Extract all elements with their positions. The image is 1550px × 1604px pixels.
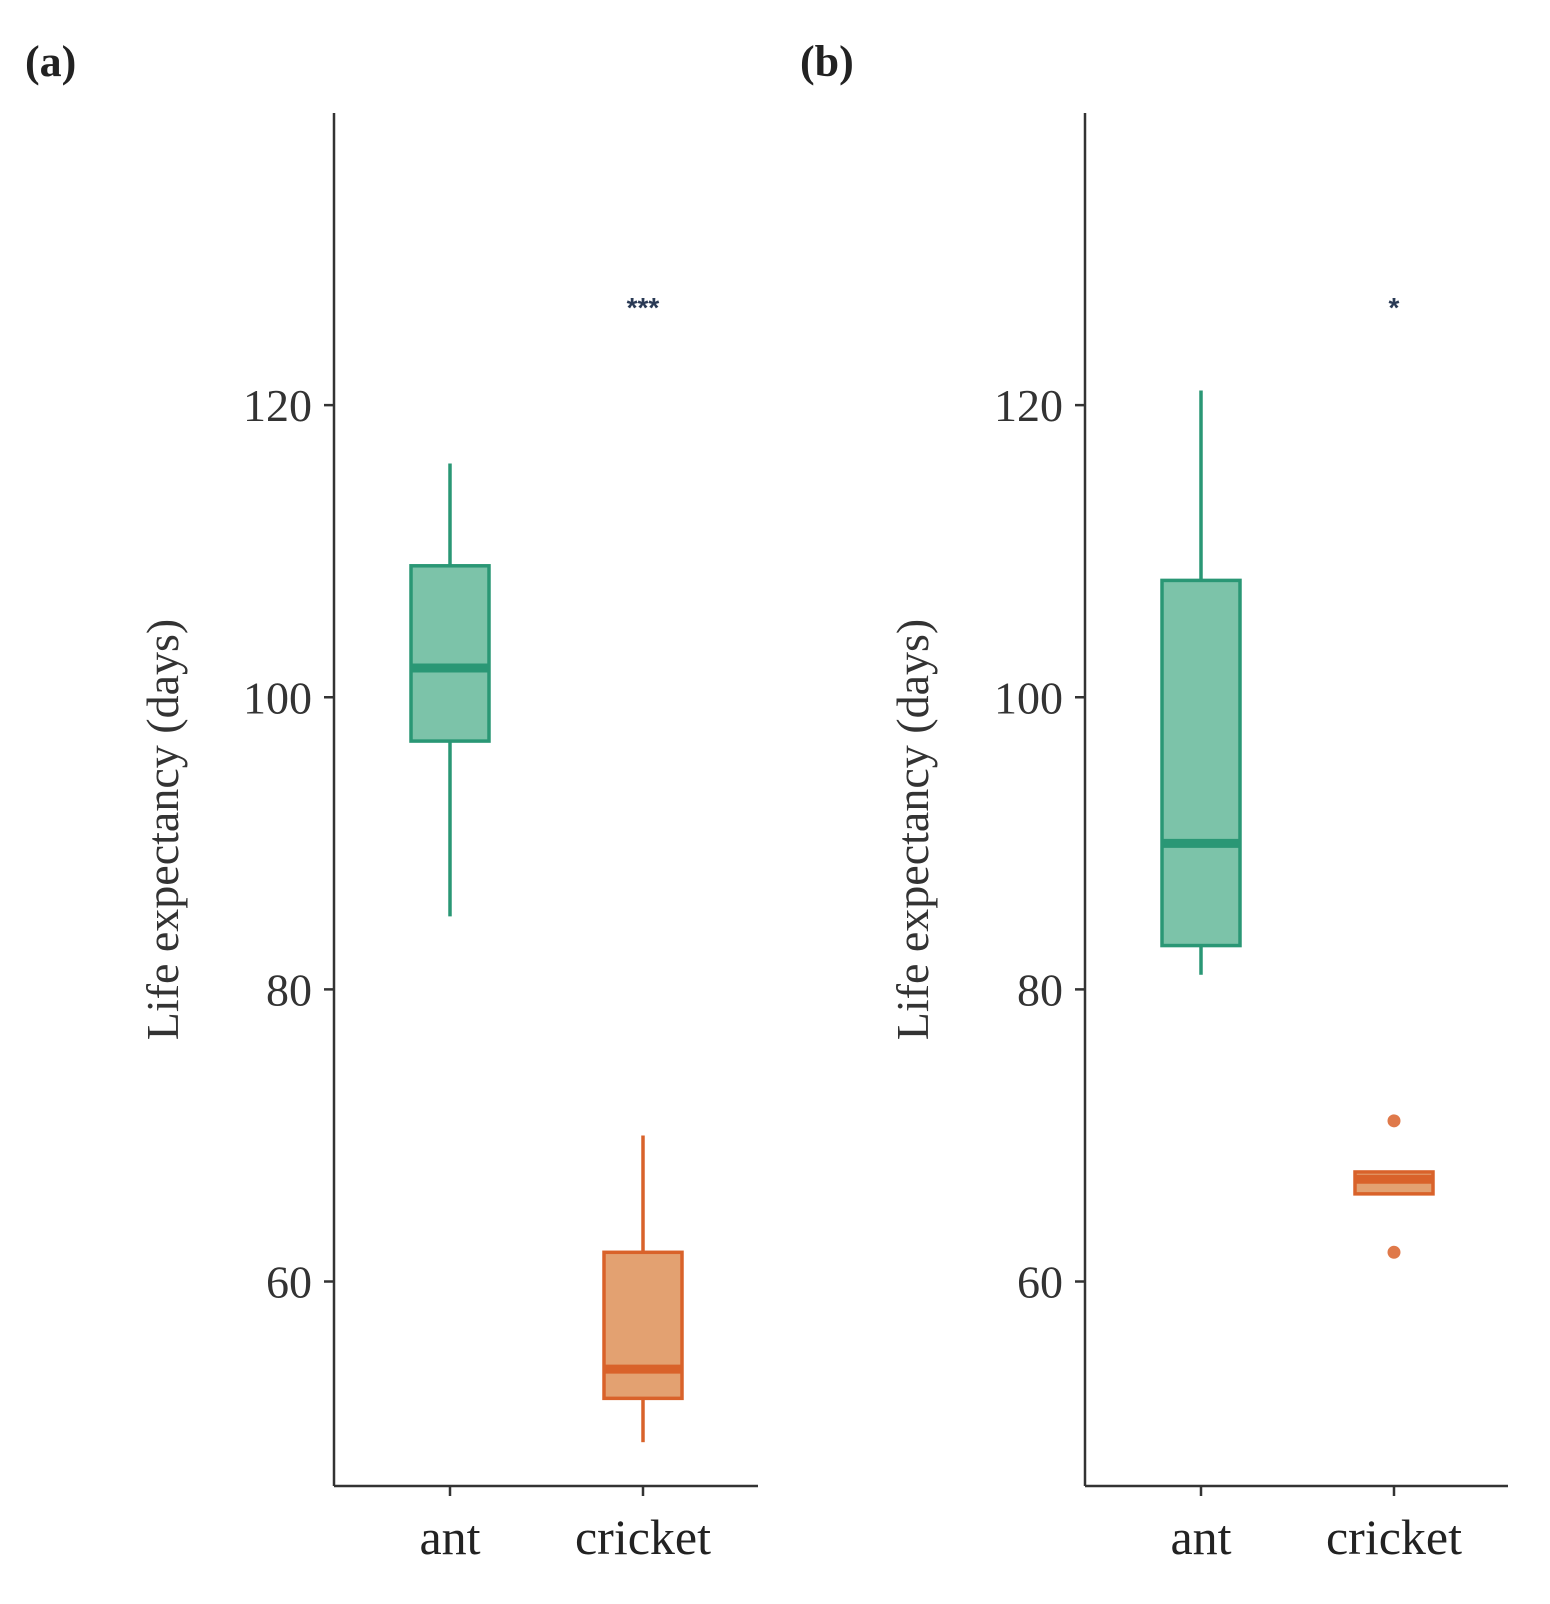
box-ant (1160, 390, 1242, 975)
y-tick-label: 100 (243, 672, 312, 723)
y-tick-label: 120 (994, 380, 1063, 431)
y-axis-title: Life expectancy (days) (887, 619, 938, 1040)
panel-label: (a) (25, 37, 76, 86)
y-tick-label: 100 (994, 672, 1063, 723)
outlier-point (1387, 1245, 1401, 1259)
y-tick-label: 120 (243, 380, 312, 431)
box-iqr (409, 564, 491, 743)
chart-panel-a: (a) 60 80 100 120 Life expectancy (days) ant cr… (25, 37, 758, 1565)
y-tick-label: 60 (1017, 1257, 1063, 1308)
y-tick-label: 80 (266, 964, 312, 1015)
box-ant (409, 463, 491, 917)
significance-label: *** (627, 292, 660, 323)
y-tick-label: 80 (1017, 964, 1063, 1015)
panel-label: (b) (800, 37, 854, 86)
significance-label: * (1389, 292, 1400, 323)
box-cricket (1353, 1114, 1435, 1259)
x-tick-label-ant: ant (1170, 1509, 1231, 1565)
y-axis-title: Life expectancy (days) (137, 619, 188, 1040)
y-tick-label: 60 (266, 1257, 312, 1308)
box-iqr (602, 1250, 684, 1401)
x-tick-label-cricket: cricket (575, 1509, 711, 1565)
box-iqr (1160, 578, 1242, 948)
x-tick-label-ant: ant (419, 1509, 480, 1565)
chart-panel-b: (b) 60 80 100 120 Life expectancy (days) ant cr… (800, 37, 1508, 1565)
box-cricket (602, 1135, 684, 1443)
outlier-point (1387, 1114, 1401, 1128)
x-tick-label-cricket: cricket (1326, 1509, 1462, 1565)
